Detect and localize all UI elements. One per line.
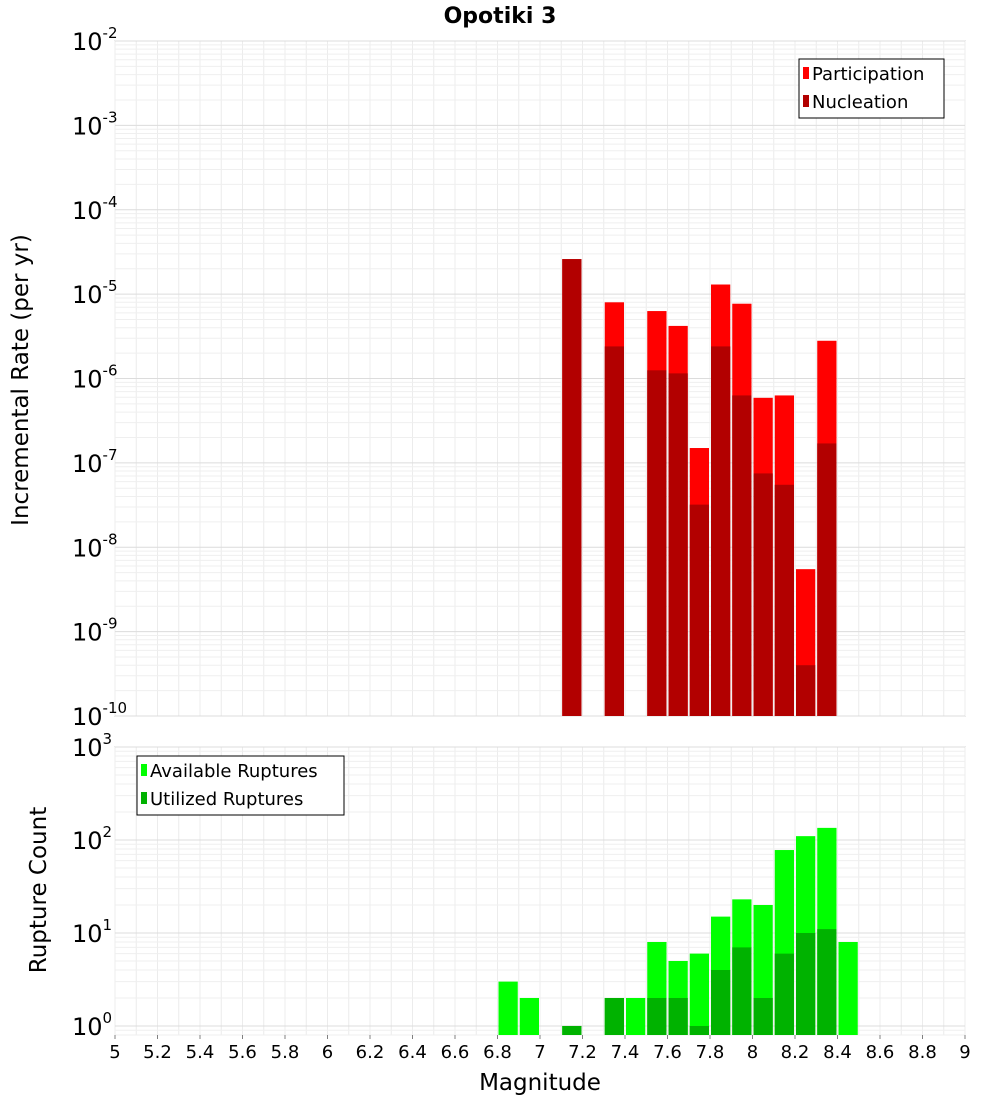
x-tick-label: 5.8 <box>271 1042 300 1063</box>
count-bar-utilized-ruptures <box>732 947 752 1035</box>
rate-legend-label: Participation <box>812 64 924 85</box>
count-legend-label: Available Ruptures <box>150 761 318 782</box>
rate-bar-nucleation <box>732 395 752 716</box>
x-tick-label: 6.6 <box>441 1042 470 1063</box>
x-tick-label: 5.2 <box>143 1042 172 1063</box>
count-bar-utilized-ruptures <box>817 929 837 1035</box>
x-tick-label: 7.4 <box>611 1042 640 1063</box>
bottom-y-axis-label: Rupture Count <box>26 807 52 973</box>
x-tick-label: 7.8 <box>696 1042 725 1063</box>
rate-y-tick-label: 10-7 <box>72 446 118 478</box>
count-bar-utilized-ruptures <box>753 997 773 1035</box>
rate-bar-nucleation <box>774 484 794 716</box>
x-axis-label: Magnitude <box>479 1070 601 1096</box>
rate-y-tick-label: 10-2 <box>72 24 118 56</box>
rate-y-tick-label: 10-8 <box>72 530 118 562</box>
count-bar-available-ruptures <box>626 997 646 1035</box>
x-tick-label: 7.2 <box>568 1042 597 1063</box>
rate-legend-swatch <box>803 95 809 107</box>
rate-legend-label: Nucleation <box>812 92 908 113</box>
chart-title: Opotiki 3 <box>444 4 557 29</box>
rate-legend-swatch <box>803 67 809 79</box>
rate-legend-box <box>798 58 945 119</box>
x-tick-label: 8.6 <box>866 1042 895 1063</box>
count-bar-available-ruptures <box>498 981 518 1035</box>
count-legend-swatch <box>141 792 147 804</box>
x-tick-label: 6 <box>322 1042 333 1063</box>
rate-bar-nucleation <box>668 373 688 716</box>
x-tick-label: 8.4 <box>823 1042 852 1063</box>
rupture-count-plot-panel: 100 101 102 103 Available Ruptures Utilized R… <box>72 730 966 1041</box>
rate-bar-nucleation <box>796 665 816 716</box>
count-legend-box <box>136 755 345 816</box>
rate-y-tick-label: 10-9 <box>72 615 118 647</box>
rate-bar-nucleation <box>647 370 667 716</box>
count-bar-available-ruptures <box>689 953 709 1035</box>
count-y-tick-label: 103 <box>72 730 112 762</box>
rate-bar-nucleation <box>817 443 837 716</box>
rate-bar-nucleation <box>689 504 709 716</box>
x-tick-label: 8.2 <box>781 1042 810 1063</box>
count-bar-available-ruptures <box>519 997 539 1035</box>
rate-plot-panel: 10-10 10-9 10-8 10-7 10-6 10-5 10-4 10-3 10-2 Par… <box>72 24 966 731</box>
rate-bar-nucleation <box>753 473 773 716</box>
x-tick-label: 8.8 <box>908 1042 937 1063</box>
count-bar-utilized-ruptures <box>562 1025 582 1035</box>
count-bar-utilized-ruptures <box>647 997 667 1035</box>
x-tick-label: 5 <box>109 1042 120 1063</box>
x-tick-label: 5.4 <box>186 1042 215 1063</box>
count-series-1 <box>562 929 837 1035</box>
rate-legend: Participation Nucleation <box>798 58 945 119</box>
count-y-tick-label: 100 <box>72 1009 112 1041</box>
x-tick-label: 9 <box>959 1042 970 1063</box>
count-bar-utilized-ruptures <box>711 969 731 1035</box>
count-bar-utilized-ruptures <box>689 1025 709 1035</box>
count-bar-available-ruptures <box>838 942 858 1035</box>
count-bar-utilized-ruptures <box>604 997 624 1035</box>
top-y-axis-label: Incremental Rate (per yr) <box>8 234 34 526</box>
x-tick-label: 6.8 <box>483 1042 512 1063</box>
count-bar-utilized-ruptures <box>796 932 816 1035</box>
x-tick-label: 7 <box>534 1042 545 1063</box>
count-legend-swatch <box>141 764 147 776</box>
rate-gridlines <box>114 40 966 717</box>
rate-series-1 <box>562 259 837 716</box>
count-y-tick-label: 102 <box>72 823 112 855</box>
x-tick-label: 8 <box>747 1042 758 1063</box>
rate-y-tick-label: 10-4 <box>72 193 118 225</box>
count-y-tick-label: 101 <box>72 916 112 948</box>
count-bar-utilized-ruptures <box>774 953 794 1035</box>
rate-bar-nucleation <box>711 346 731 716</box>
count-legend-label: Utilized Ruptures <box>150 789 303 810</box>
count-legend: Available Ruptures Utilized Ruptures <box>136 755 345 816</box>
rate-y-tick-label: 10-10 <box>72 699 127 731</box>
rate-y-tick-label: 10-5 <box>72 277 118 309</box>
count-bar-utilized-ruptures <box>668 997 688 1035</box>
rate-y-tick-label: 10-3 <box>72 108 118 140</box>
rate-bar-nucleation <box>562 259 582 716</box>
x-tick-label: 6.4 <box>398 1042 427 1063</box>
x-tick-labels: 5 5.2 5.4 5.6 5.8 6 6.2 6.4 6.6 6.8 7 7.2 7.4 7.6 7.8 8… <box>109 1035 971 1063</box>
rate-bar-nucleation <box>604 346 624 716</box>
x-tick-label: 6.2 <box>356 1042 385 1063</box>
x-tick-label: 7.6 <box>653 1042 682 1063</box>
x-tick-label: 5.6 <box>228 1042 257 1063</box>
rate-y-tick-label: 10-6 <box>72 362 118 394</box>
